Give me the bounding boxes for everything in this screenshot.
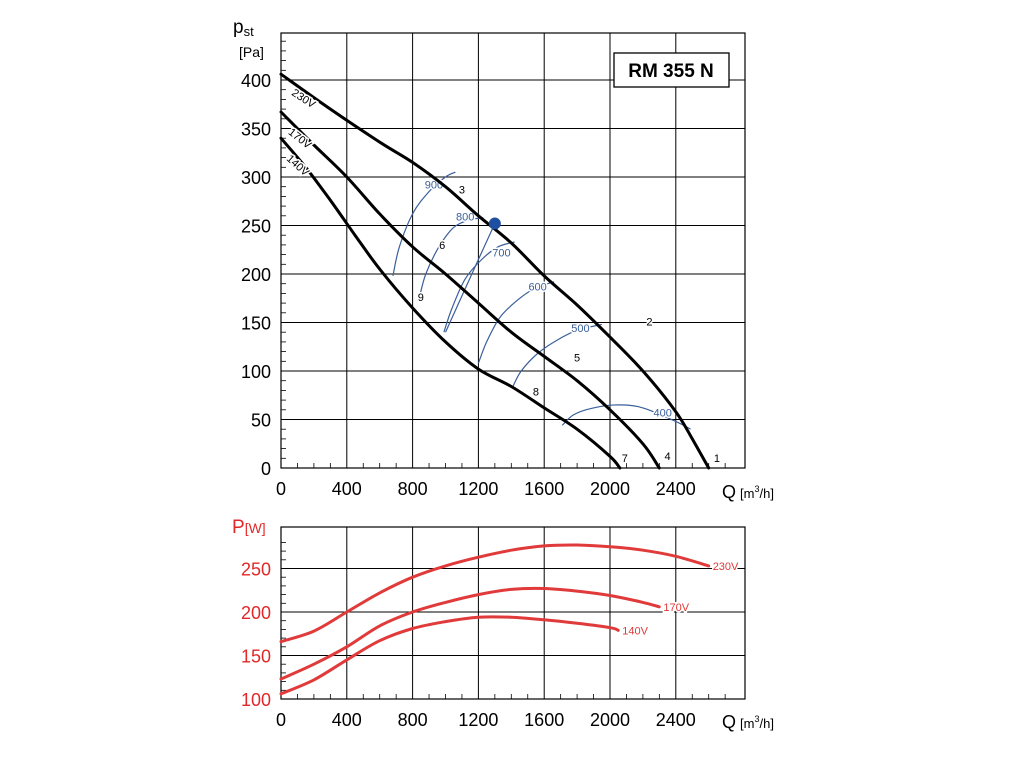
pressure-curves-layer <box>279 72 711 470</box>
pressure-x-tick-label: 2000 <box>590 479 630 499</box>
flow-axis-title-bottom: Q [m3/h] <box>722 712 774 732</box>
pressure-y-tick-label: 300 <box>241 168 271 188</box>
power-y-tick-label: 100 <box>241 690 271 710</box>
efficiency-contour-600 <box>477 281 555 364</box>
pressure-x-tick-label: 800 <box>398 479 428 499</box>
power-y-tick-label: 250 <box>241 560 271 580</box>
pressure-x-tick-label: 400 <box>332 479 362 499</box>
curve-point-label: 7 <box>622 453 628 465</box>
power-series-label: 230V <box>713 561 739 573</box>
power-series-label: 170V <box>663 602 689 614</box>
curve-point-label: 3 <box>459 184 465 196</box>
curve-point-label: 5 <box>574 352 580 364</box>
pressure-y-tick-label: 150 <box>241 314 271 334</box>
power-curve-170V <box>279 586 661 681</box>
model-label: RM 355 N <box>628 61 714 82</box>
power-curves-layer <box>279 543 711 696</box>
flow-axis-title-top: Q [m3/h] <box>722 482 774 502</box>
curve-point-label: 6 <box>439 240 445 252</box>
power-x-tick-label: 0 <box>276 710 286 730</box>
efficiency-contour-label: 500 <box>571 323 589 335</box>
power-x-tick-label: 1200 <box>458 710 498 730</box>
power-frame <box>280 526 746 700</box>
power-x-tick-label: 1600 <box>524 710 564 730</box>
operating-point-marker <box>488 217 501 230</box>
efficiency-contour-label: 700 <box>492 248 510 260</box>
efficiency-contour-700 <box>443 241 515 333</box>
curve-point-label: 1 <box>714 453 720 465</box>
pressure-chart-grid: 0 400 800 1200 1600 2000 240005010015020025030… <box>241 32 746 499</box>
power-x-tick-label: 800 <box>398 710 428 730</box>
efficiency-contour-label: 800 <box>456 212 474 224</box>
pressure-series-label: 140V <box>284 153 312 180</box>
curve-point-label: 4 <box>665 451 671 463</box>
power-curve-230V <box>279 543 711 644</box>
curve-point-label: 2 <box>646 316 652 328</box>
pressure-x-tick-label: 2400 <box>656 479 696 499</box>
pressure-curve-170V <box>279 110 661 470</box>
power-series-label: 140V <box>622 625 648 637</box>
curve-point-label: 9 <box>418 292 424 304</box>
power-x-tick-label: 2000 <box>590 710 630 730</box>
pressure-frame <box>280 32 746 469</box>
power-axis-title: P[W] <box>232 517 266 538</box>
pressure-y-tick-label: 400 <box>241 71 271 91</box>
efficiency-contour-800 <box>418 217 484 299</box>
efficiency-contour-label: 600 <box>528 281 546 293</box>
pressure-y-tick-label: 200 <box>241 265 271 285</box>
model-label-box <box>613 52 730 88</box>
power-y-tick-label: 150 <box>241 647 271 667</box>
pressure-axis-title: pst <box>233 17 254 39</box>
pressure-curve-230V <box>279 72 711 470</box>
power-curve-140V <box>279 615 620 696</box>
pressure-x-tick-label: 1200 <box>458 479 498 499</box>
power-x-tick-label: 400 <box>332 710 362 730</box>
pressure-x-tick-label: 0 <box>276 479 286 499</box>
pressure-y-tick-label: 250 <box>241 217 271 237</box>
pressure-curve-140V <box>279 136 622 470</box>
efficiency-contour-500 <box>512 323 602 387</box>
pressure-axis-unit: [Pa] <box>239 44 264 60</box>
pressure-y-tick-label: 350 <box>241 120 271 140</box>
efficiency-contour-label: 400 <box>653 408 671 420</box>
operating-guide-line <box>444 223 496 333</box>
pressure-x-tick-label: 1600 <box>524 479 564 499</box>
efficiency-contour-900 <box>392 171 456 277</box>
power-x-tick-label: 2400 <box>656 710 696 730</box>
efficiency-contour-400 <box>561 404 691 430</box>
pressure-y-tick-label: 100 <box>241 362 271 382</box>
power-y-tick-label: 200 <box>241 603 271 623</box>
pressure-y-tick-label: 0 <box>261 459 271 479</box>
curve-point-label: 8 <box>533 386 539 398</box>
pressure-y-tick-label: 50 <box>251 411 271 431</box>
